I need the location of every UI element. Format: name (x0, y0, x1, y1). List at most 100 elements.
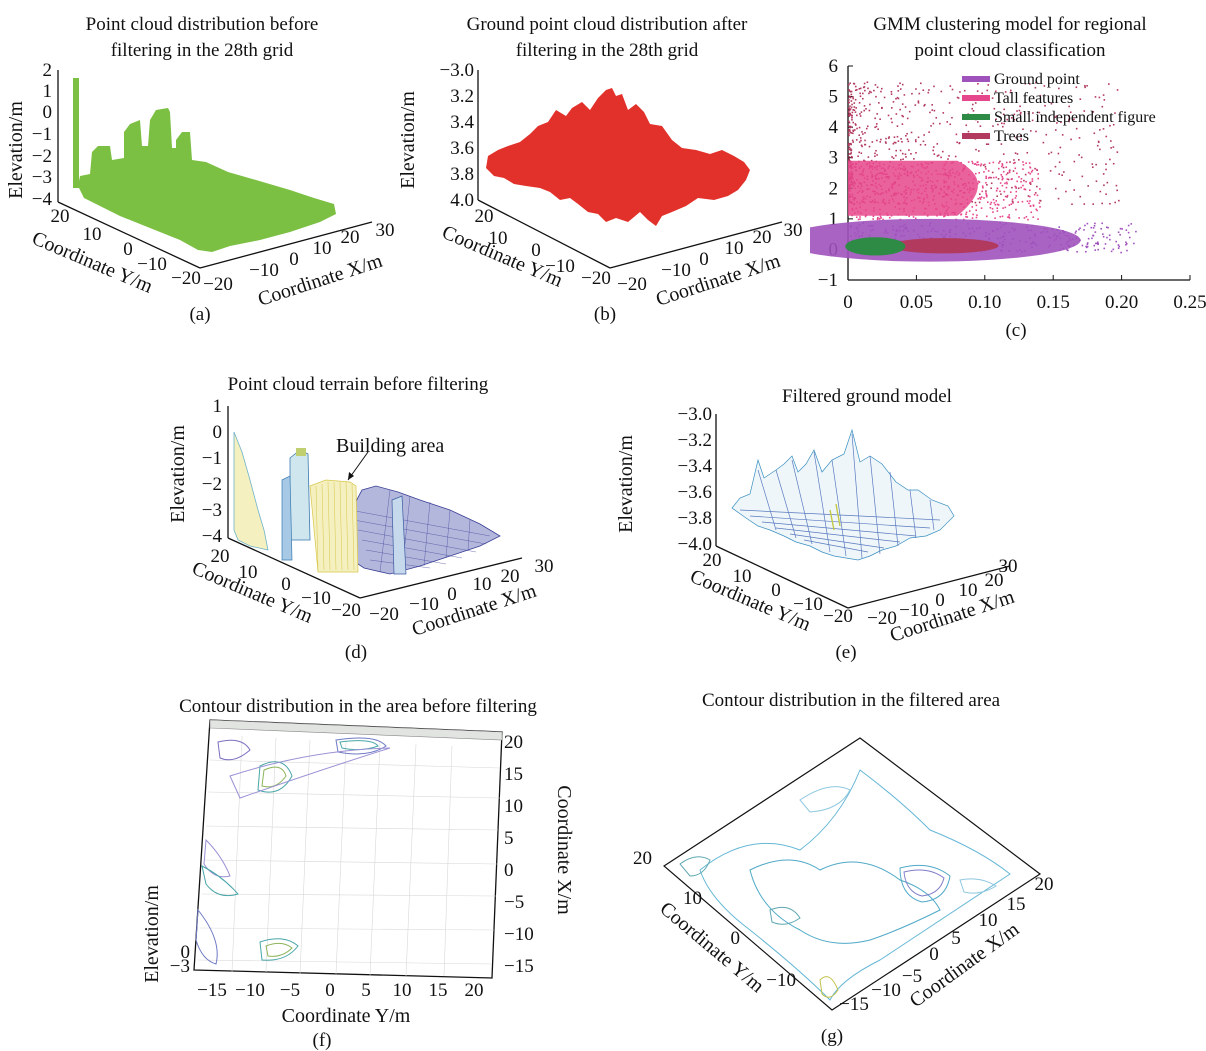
scatter-point (849, 112, 852, 115)
scatter-point (1001, 175, 1004, 178)
scatter-point (1045, 133, 1048, 136)
scatter-point (853, 212, 856, 214)
scatter-point (880, 138, 882, 141)
scatter-point (862, 168, 865, 171)
panel-b-y-ticks: 20 10 0 −10 −20 (475, 206, 611, 289)
scatter-point (868, 225, 870, 227)
scatter-point (1024, 173, 1027, 176)
scatter-point (1003, 235, 1005, 237)
scatter-point (991, 230, 994, 232)
scatter-point (902, 225, 904, 228)
scatter-point (1018, 217, 1020, 219)
scatter-point (955, 225, 958, 228)
scatter-point (858, 134, 861, 137)
scatter-point (1087, 237, 1090, 240)
scatter-point (863, 159, 865, 162)
scatter-point (1042, 141, 1045, 144)
scatter-point (1019, 105, 1021, 108)
scatter-point (1071, 238, 1074, 240)
tick: −10 (504, 924, 534, 945)
scatter-point (972, 182, 974, 185)
scatter-point (848, 83, 850, 86)
scatter-point (993, 107, 996, 110)
scatter-point (849, 193, 851, 196)
panel-g: Contour distribution in the filtered are… (633, 690, 1054, 1047)
scatter-point (985, 194, 988, 197)
legend-label: Tall features (994, 90, 1073, 107)
scatter-point (1028, 202, 1030, 205)
scatter-point (924, 103, 926, 106)
panel-a-point-cloud (73, 78, 336, 252)
scatter-point (876, 165, 878, 168)
scatter-point (954, 155, 957, 158)
scatter-point (963, 167, 966, 169)
scatter-point (1008, 216, 1010, 218)
scatter-point (980, 250, 983, 253)
scatter-point (908, 215, 910, 218)
scatter-point (890, 107, 893, 109)
scatter-point (926, 196, 929, 198)
scatter-point (885, 173, 887, 176)
scatter-point (897, 192, 900, 195)
scatter-point (1016, 110, 1018, 112)
scatter-point (871, 168, 874, 170)
scatter-point (1011, 222, 1013, 225)
scatter-point (1128, 236, 1131, 239)
panel-d-x-ticks: −20 −10 0 10 20 30 (369, 556, 553, 625)
scatter-point (859, 113, 861, 115)
scatter-point (1106, 181, 1109, 184)
scatter-point (1004, 195, 1007, 198)
y-tick: −20 (331, 600, 361, 621)
scatter-point (1003, 122, 1005, 125)
scatter-point (851, 115, 853, 117)
scatter-point (969, 232, 972, 235)
scatter-point (1004, 206, 1007, 209)
series-mass-small-independent-figure (845, 237, 906, 256)
scatter-point (864, 215, 867, 218)
scatter-point (885, 191, 888, 194)
scatter-point (926, 215, 929, 217)
scatter-point (1081, 175, 1084, 178)
scatter-point (1050, 151, 1053, 154)
scatter-point (1003, 238, 1006, 241)
scatter-point (975, 204, 978, 207)
scatter-point (1116, 189, 1118, 192)
scatter-point (1073, 118, 1075, 121)
scatter-point (1070, 138, 1072, 141)
scatter-point (977, 197, 980, 200)
contour (769, 906, 801, 925)
scatter-point (996, 228, 999, 230)
scatter-point (876, 139, 878, 142)
scatter-point (883, 96, 886, 99)
scatter-point (851, 209, 854, 211)
contours (195, 737, 391, 965)
scatter-point (861, 172, 864, 174)
x-tick: −10 (249, 260, 279, 281)
scatter-point (960, 213, 962, 216)
scatter-point (860, 200, 863, 203)
scatter-point (880, 217, 882, 219)
scatter-point (1087, 185, 1089, 187)
scatter-point (985, 143, 988, 145)
scatter-point (992, 211, 994, 213)
scatter-point (1023, 250, 1026, 252)
scatter-point (1021, 200, 1024, 203)
scatter-point (892, 101, 895, 103)
scatter-point (989, 206, 992, 209)
scatter-point (957, 185, 960, 188)
x-tick: 30 (535, 556, 554, 577)
scatter-point (854, 98, 857, 101)
scatter-point (884, 202, 887, 205)
panel-d-axes (227, 406, 523, 599)
scatter-point (874, 152, 876, 155)
scatter-point (852, 82, 855, 85)
scatter-point (1079, 239, 1081, 242)
scatter-point (945, 204, 948, 207)
scatter-point (1097, 248, 1099, 251)
scatter-point (945, 194, 947, 196)
scatter-point (991, 97, 994, 99)
scatter-point (900, 234, 903, 237)
scatter-point (881, 177, 883, 179)
scatter-point (977, 163, 980, 166)
scatter-point (931, 109, 934, 111)
